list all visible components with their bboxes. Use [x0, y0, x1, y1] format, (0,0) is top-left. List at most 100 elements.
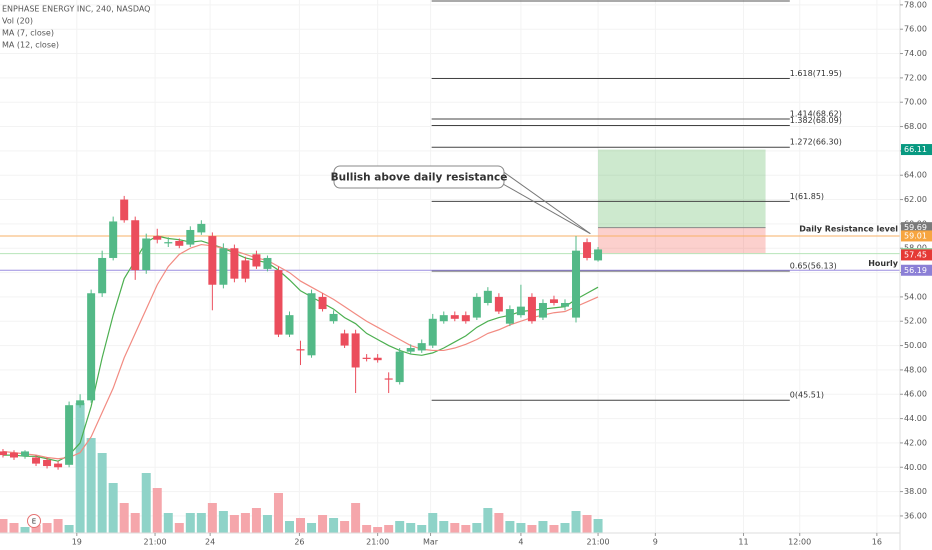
- candle-body: [263, 257, 272, 269]
- price-tag-label: 57.45: [904, 250, 927, 259]
- volume-bar: [494, 513, 504, 533]
- volume-bar: [329, 518, 339, 533]
- y-tick-label: 54.00: [904, 292, 927, 301]
- volume-bar: [218, 511, 228, 533]
- candle-body: [516, 306, 525, 316]
- candle-body: [43, 459, 52, 467]
- fib-label: 0.65(56.13): [790, 261, 837, 270]
- volume-bar: [174, 523, 184, 533]
- volume-bar: [516, 523, 526, 533]
- candle-body: [252, 254, 261, 267]
- volume-bar: [582, 515, 592, 533]
- ma-label: MA (7, close): [2, 29, 54, 38]
- candle-body: [241, 260, 250, 279]
- callout-box: [333, 165, 505, 189]
- volume-bar: [75, 403, 85, 533]
- candle-body: [175, 240, 184, 246]
- ma-line: [2, 235, 599, 462]
- volume-label: Vol (20): [2, 17, 33, 26]
- volume-bar: [307, 523, 317, 533]
- volume-bar: [20, 527, 30, 533]
- candle-body: [583, 242, 592, 258]
- y-tick-label: 48.00: [904, 365, 927, 374]
- callout-text: Bullish above daily resistance: [331, 172, 508, 184]
- volume-bar: [163, 513, 173, 533]
- y-tick-label: 38.00: [904, 487, 927, 496]
- candle-body: [164, 242, 173, 244]
- candle-body: [87, 293, 96, 401]
- candle-body: [572, 250, 581, 318]
- candle-body: [373, 357, 382, 361]
- candle-body: [131, 220, 140, 271]
- candle-body: [450, 315, 459, 319]
- candle-body: [98, 257, 107, 294]
- callout-pointer: [497, 167, 591, 235]
- volume-bar: [395, 521, 405, 533]
- price-tag: [901, 264, 932, 276]
- candle-body: [362, 357, 371, 359]
- volume-bar: [119, 503, 129, 533]
- candle-body: [329, 313, 338, 322]
- candle-body: [318, 296, 327, 310]
- volume-bar: [229, 515, 239, 533]
- candle-body: [142, 238, 151, 271]
- y-tick-label: 78.00: [904, 0, 927, 9]
- x-tick-label: 24: [205, 538, 215, 547]
- candle-body: [32, 457, 41, 464]
- candle-body: [285, 315, 294, 335]
- time-axis: [0, 533, 900, 550]
- candle-body: [109, 221, 118, 258]
- price-tag: [901, 249, 932, 261]
- volume-bar: [42, 523, 52, 533]
- candle-body: [54, 463, 63, 468]
- earnings-label: E: [32, 518, 36, 526]
- candle-body: [406, 348, 415, 352]
- volume-bar: [152, 488, 162, 533]
- volume-bar: [472, 523, 482, 533]
- volume-bar: [0, 519, 8, 533]
- fib-label: 1.272(66.30): [790, 138, 842, 147]
- candle-body: [340, 333, 349, 346]
- target-zone: [598, 149, 766, 228]
- y-tick-label: 50.00: [904, 341, 927, 350]
- callout-pointer: [502, 183, 591, 235]
- volume-bar: [384, 525, 394, 533]
- candle-body: [296, 349, 305, 351]
- candle-body: [208, 236, 217, 285]
- candle-body: [219, 248, 228, 285]
- volume-bar: [571, 511, 581, 533]
- ma-label: MA (12, close): [2, 41, 59, 50]
- volume-bar: [340, 521, 350, 533]
- volume-bar: [549, 525, 559, 533]
- fib-label: 1.382(68.09): [790, 116, 842, 125]
- candle-body: [549, 299, 558, 303]
- volume-bar: [284, 521, 294, 533]
- candle-body: [461, 315, 470, 322]
- y-tick-label: 62.00: [904, 195, 927, 204]
- y-tick-label: 40.00: [904, 463, 927, 472]
- volume-bar: [538, 521, 548, 533]
- volume-bar: [86, 438, 96, 533]
- candle-body: [307, 293, 316, 356]
- x-tick-label: 21:00: [144, 538, 167, 547]
- volume-bar: [185, 513, 195, 533]
- volume-bar: [527, 525, 537, 533]
- candle-body: [9, 452, 18, 458]
- x-tick-label: Mar: [423, 538, 439, 547]
- price-tag-label: 59.01: [904, 231, 927, 240]
- volume-bar: [483, 508, 493, 533]
- x-tick-label: 12:00: [788, 538, 811, 547]
- x-tick-label: 16: [872, 538, 882, 547]
- x-tick-label: 9: [653, 538, 658, 547]
- candle-body: [483, 290, 492, 303]
- y-tick-label: 74.00: [904, 49, 927, 58]
- price-tag-label: 56.19: [904, 266, 927, 275]
- y-tick-label: 52.00: [904, 317, 927, 326]
- candle-body: [384, 378, 393, 380]
- volume-bar: [461, 525, 471, 533]
- volume-bar: [53, 519, 63, 533]
- volume-bar: [406, 523, 416, 533]
- fib-label: 1.414(68.62): [790, 110, 842, 119]
- volume-bar: [207, 503, 217, 533]
